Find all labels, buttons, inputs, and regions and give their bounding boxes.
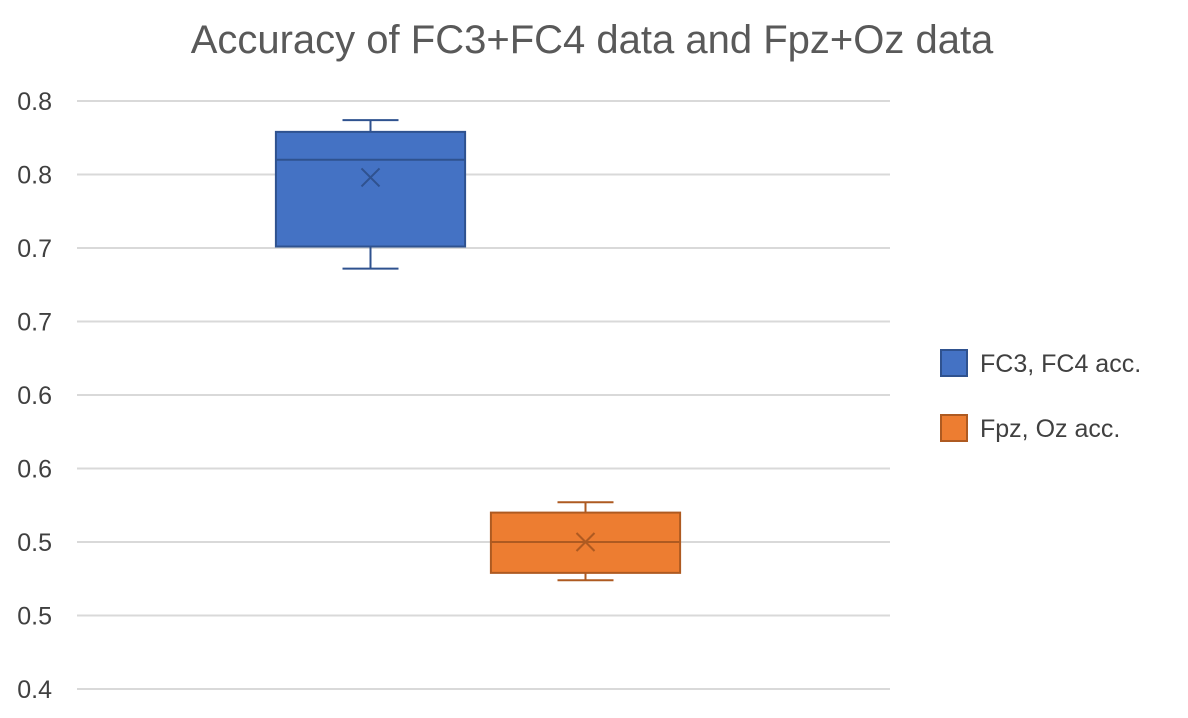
mean-marker bbox=[575, 532, 596, 552]
grid-lines bbox=[77, 100, 890, 690]
box-1 bbox=[274, 119, 467, 270]
box-iqr bbox=[274, 130, 467, 248]
y-axis-tick-labels: 0.4 0.5 0.5 0.6 0.6 0.7 0.7 0.8 0.8 bbox=[17, 88, 52, 704]
y-tick-label: 0.7 bbox=[17, 309, 52, 337]
y-tick-label: 0.8 bbox=[17, 88, 52, 116]
legend-swatch bbox=[940, 349, 968, 377]
legend: FC3, FC4 acc. Fpz, Oz acc. bbox=[940, 349, 1141, 443]
mean-marker bbox=[360, 167, 381, 188]
y-tick-label: 0.7 bbox=[17, 235, 52, 263]
y-tick-label: 0.5 bbox=[17, 529, 52, 557]
y-tick-label: 0.4 bbox=[17, 676, 52, 704]
y-tick-label: 0.8 bbox=[17, 162, 52, 190]
y-tick-label: 0.5 bbox=[17, 603, 52, 631]
chart-title: Accuracy of FC3+FC4 data and Fpz+Oz data bbox=[191, 18, 994, 62]
legend-label: Fpz, Oz acc. bbox=[980, 415, 1120, 443]
box-plot-series bbox=[274, 119, 682, 582]
legend-label: FC3, FC4 acc. bbox=[980, 350, 1141, 378]
box-2 bbox=[489, 501, 682, 582]
legend-swatch bbox=[940, 414, 968, 442]
y-tick-label: 0.6 bbox=[17, 382, 52, 410]
y-tick-label: 0.6 bbox=[17, 456, 52, 484]
